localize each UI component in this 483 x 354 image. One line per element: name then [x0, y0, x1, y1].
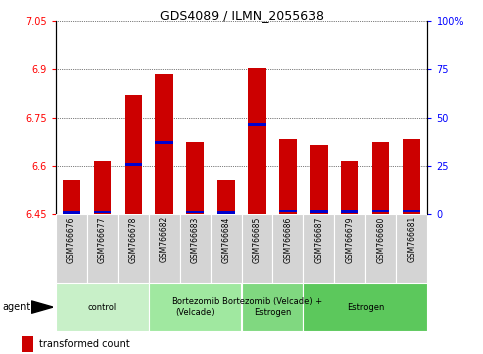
- Text: GSM766678: GSM766678: [128, 216, 138, 263]
- Bar: [403, 210, 421, 212]
- Text: GSM766676: GSM766676: [67, 216, 75, 263]
- Text: Estrogen: Estrogen: [347, 303, 384, 312]
- Polygon shape: [31, 301, 53, 313]
- Text: Bortezomib
(Velcade): Bortezomib (Velcade): [171, 297, 219, 317]
- Bar: [156, 142, 172, 144]
- Bar: [248, 123, 266, 126]
- Bar: [280, 210, 297, 212]
- Text: GSM766686: GSM766686: [284, 216, 293, 263]
- Bar: [125, 95, 142, 214]
- Text: GSM766681: GSM766681: [408, 216, 416, 262]
- Bar: [272, 214, 303, 283]
- Bar: [156, 74, 172, 214]
- Bar: [242, 283, 303, 331]
- Bar: [149, 214, 180, 283]
- Bar: [86, 214, 117, 283]
- Bar: [22, 336, 33, 352]
- Bar: [311, 145, 327, 214]
- Bar: [397, 214, 427, 283]
- Bar: [186, 142, 203, 214]
- Bar: [56, 283, 149, 331]
- Bar: [62, 181, 80, 214]
- Text: GSM766687: GSM766687: [314, 216, 324, 263]
- Text: GSM766683: GSM766683: [190, 216, 199, 263]
- Bar: [334, 214, 366, 283]
- Text: GSM766680: GSM766680: [376, 216, 385, 263]
- Text: GDS4089 / ILMN_2055638: GDS4089 / ILMN_2055638: [159, 9, 324, 22]
- Text: GSM766685: GSM766685: [253, 216, 261, 263]
- Bar: [56, 214, 86, 283]
- Bar: [94, 211, 111, 213]
- Bar: [180, 214, 211, 283]
- Bar: [341, 210, 358, 212]
- Bar: [403, 139, 421, 214]
- Bar: [341, 161, 358, 214]
- Bar: [366, 214, 397, 283]
- Bar: [303, 283, 427, 331]
- Text: GSM766679: GSM766679: [345, 216, 355, 263]
- Bar: [211, 214, 242, 283]
- Bar: [62, 211, 80, 213]
- Text: Bortezomib (Velcade) +
Estrogen: Bortezomib (Velcade) + Estrogen: [223, 297, 323, 317]
- Text: transformed count: transformed count: [39, 339, 130, 349]
- Bar: [149, 283, 242, 331]
- Bar: [311, 210, 327, 213]
- Bar: [186, 211, 203, 213]
- Bar: [117, 214, 149, 283]
- Text: GSM766682: GSM766682: [159, 216, 169, 262]
- Bar: [372, 210, 389, 212]
- Text: GSM766684: GSM766684: [222, 216, 230, 263]
- Bar: [248, 68, 266, 214]
- Bar: [217, 211, 235, 213]
- Text: GSM766677: GSM766677: [98, 216, 107, 263]
- Bar: [372, 142, 389, 214]
- Bar: [242, 214, 272, 283]
- Text: control: control: [87, 303, 117, 312]
- Bar: [280, 139, 297, 214]
- Bar: [217, 181, 235, 214]
- Text: agent: agent: [2, 302, 30, 312]
- Bar: [303, 214, 334, 283]
- Bar: [94, 161, 111, 214]
- Bar: [125, 163, 142, 166]
